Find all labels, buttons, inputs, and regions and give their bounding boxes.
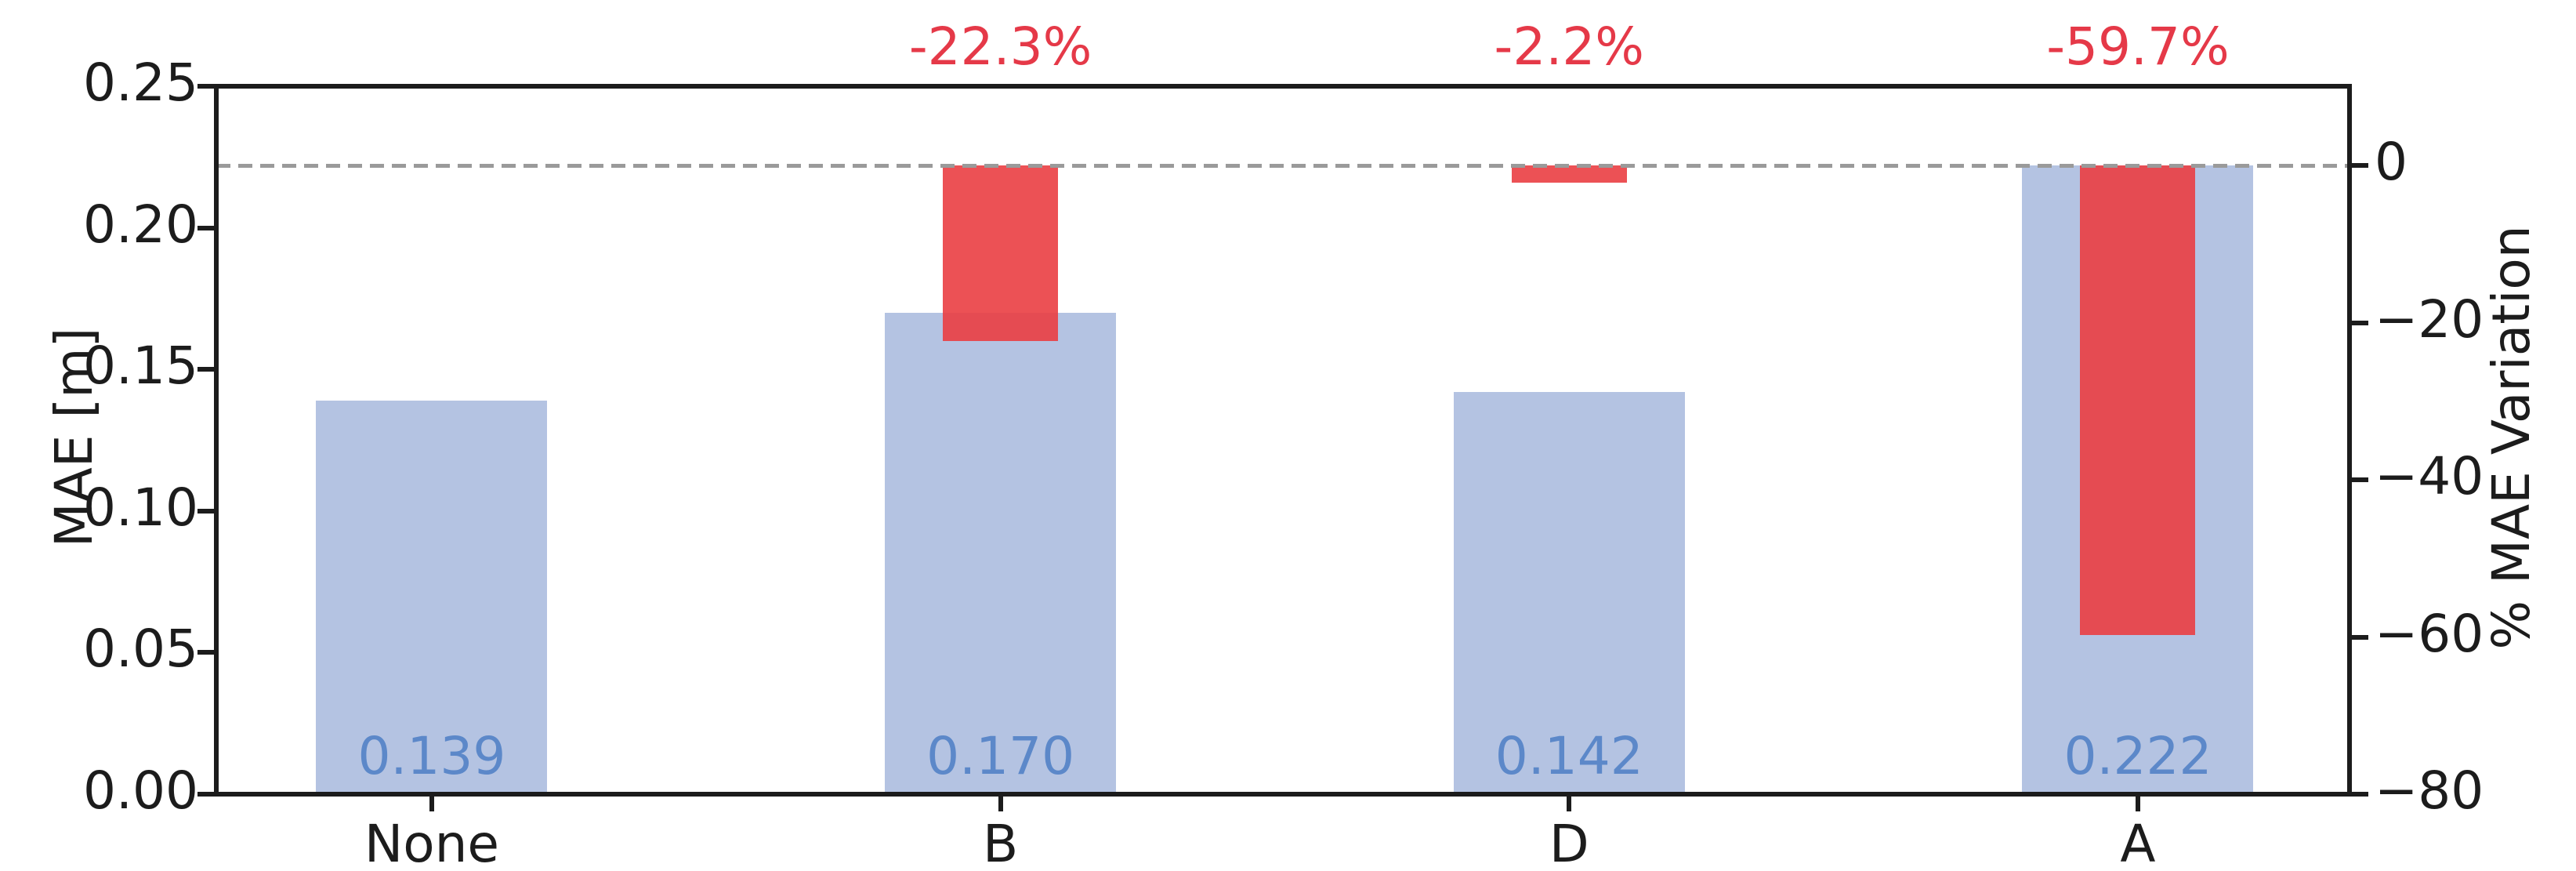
right-axis-tick-label: −40	[2375, 446, 2484, 507]
bar-value-label-b: 0.170	[926, 726, 1075, 786]
left-axis-tick-label: 0.00	[83, 760, 198, 821]
left-axis-tick-label: 0.15	[83, 336, 198, 397]
variation-label-d: -2.2%	[1494, 16, 1645, 77]
right-axis-tick-label: −60	[2375, 603, 2484, 664]
left-axis-tick	[197, 508, 216, 514]
bar-mae-b	[885, 312, 1117, 794]
left-axis-tick-label: 0.25	[83, 53, 198, 113]
x-axis-tick	[998, 794, 1003, 811]
right-axis-tick-label: −80	[2375, 760, 2484, 821]
axis-spine-bottom	[214, 792, 2352, 797]
bar-mae-d	[1453, 392, 1685, 794]
category-label-d: D	[1549, 814, 1589, 871]
right-axis-tick-label: 0	[2375, 132, 2408, 193]
x-axis-tick	[1567, 794, 1572, 811]
left-axis-tick	[197, 225, 216, 230]
right-axis-tick	[2350, 477, 2368, 483]
left-axis-tick	[197, 84, 216, 89]
left-axis-tick	[197, 650, 216, 655]
bar-variation-b	[943, 165, 1059, 341]
axis-spine-top	[214, 84, 2352, 89]
x-axis-tick	[2135, 794, 2140, 811]
right-axis-tick	[2350, 163, 2368, 169]
right-axis-tick	[2350, 320, 2368, 325]
category-label-a: A	[2120, 814, 2156, 871]
left-axis-tick-label: 0.10	[83, 477, 198, 538]
left-axis-tick-label: 0.20	[83, 194, 198, 255]
bar-value-label-a: 0.222	[2063, 726, 2212, 786]
left-axis-tick-label: 0.05	[83, 619, 198, 680]
axis-spine-left	[214, 84, 219, 797]
baseline-dashed-line	[216, 163, 2350, 168]
x-axis-tick	[429, 794, 434, 811]
category-label-none: None	[364, 814, 500, 871]
right-axis-tick	[2350, 634, 2368, 640]
axis-spine-right	[2347, 84, 2352, 797]
left-axis-tick	[197, 367, 216, 372]
left-axis-title: MAE [m]	[44, 327, 104, 547]
bar-variation-d	[1511, 165, 1627, 183]
variation-label-a: -59.7%	[2046, 16, 2230, 77]
bar-value-label-d: 0.142	[1495, 726, 1643, 786]
right-axis-tick	[2350, 792, 2368, 797]
right-axis-tick-label: −20	[2375, 289, 2484, 350]
bar-value-label-none: 0.139	[357, 726, 506, 786]
variation-label-b: -22.3%	[908, 16, 1092, 77]
left-axis-tick	[197, 792, 216, 797]
bar-variation-a	[2080, 165, 2196, 635]
category-label-b: B	[982, 814, 1019, 871]
bar-mae-none	[316, 400, 548, 794]
